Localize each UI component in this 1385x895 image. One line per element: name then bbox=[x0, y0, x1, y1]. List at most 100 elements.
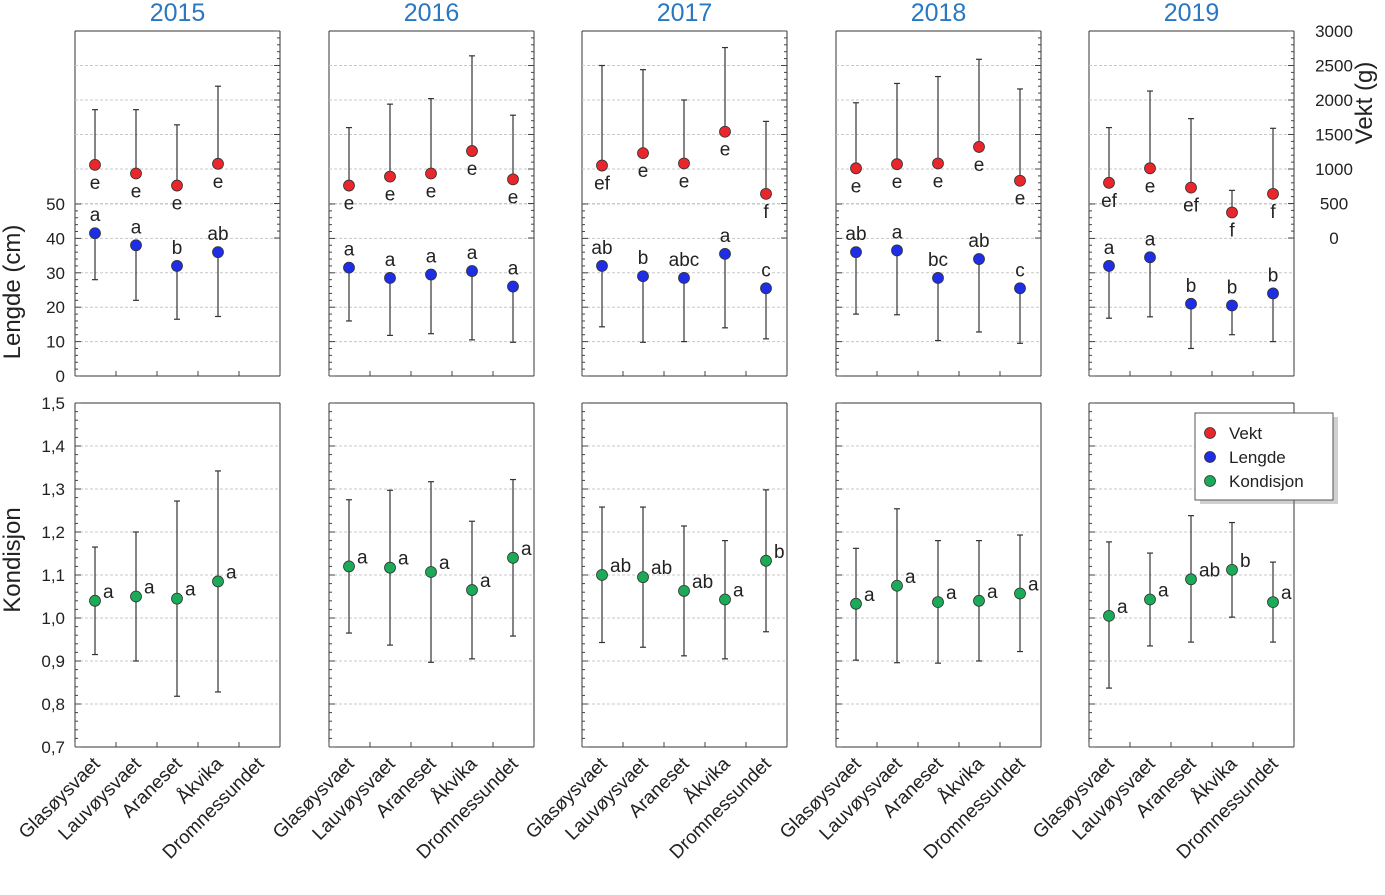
kondisjon-letter-label: a bbox=[480, 571, 491, 592]
y-tick-label: 1,3 bbox=[41, 480, 65, 499]
lengde-point bbox=[596, 260, 608, 272]
vekt-point bbox=[384, 170, 396, 183]
lengde-point bbox=[973, 253, 985, 265]
lengde-letter-label: a bbox=[385, 250, 396, 271]
lengde-point bbox=[1226, 299, 1238, 312]
vekt-letter-label: e bbox=[851, 176, 862, 197]
kondisjon-letter-label: a bbox=[144, 578, 155, 599]
vekt-point bbox=[1014, 174, 1026, 187]
lengde-letter-label: a bbox=[344, 240, 355, 261]
lengde-point bbox=[343, 261, 355, 274]
vekt-letter-label: ef bbox=[594, 174, 611, 195]
lengde-letter-label: a bbox=[131, 217, 142, 238]
vekt-letter-label: e bbox=[131, 181, 142, 202]
vekt-point bbox=[89, 158, 101, 171]
kondisjon-letter-label: a bbox=[864, 585, 875, 606]
y-tick-label: 0,9 bbox=[41, 652, 65, 671]
y-axis-title: Kondisjon bbox=[0, 507, 26, 612]
lengde-point bbox=[891, 244, 903, 257]
y2-tick-label: 2500 bbox=[1315, 57, 1353, 76]
lengde-point bbox=[637, 270, 649, 283]
legend-entry: Vekt bbox=[1229, 424, 1262, 443]
legend-entry: Kondisjon bbox=[1229, 472, 1304, 491]
kondisjon-letter-label: ab bbox=[1199, 560, 1220, 581]
lengde-letter-label: a bbox=[508, 259, 519, 280]
legend-marker bbox=[1204, 475, 1216, 487]
y-tick-label: 1,2 bbox=[41, 523, 65, 542]
panel-2017: 2017GlasøysvaetLauvøysvaetAranesetÅkvika… bbox=[522, 0, 788, 863]
vekt-point bbox=[507, 173, 519, 186]
y-tick-label: 20 bbox=[46, 298, 65, 317]
series-group-2016: e e e e e a a a a a a a a a a bbox=[343, 55, 532, 663]
y-tick-label: 0 bbox=[56, 367, 65, 386]
vekt-point bbox=[1144, 162, 1156, 175]
lengde-letter-label: b bbox=[1186, 276, 1197, 297]
kondisjon-point bbox=[89, 594, 101, 607]
vekt-point bbox=[891, 158, 903, 171]
lengde-point bbox=[760, 282, 772, 295]
lengde-letter-label: b bbox=[1227, 277, 1238, 298]
lengde-point bbox=[130, 239, 142, 252]
vekt-point bbox=[212, 157, 224, 170]
lengde-point bbox=[1103, 260, 1115, 272]
kondisjon-letter-label: a bbox=[398, 549, 409, 570]
y-tick-label: 50 bbox=[46, 195, 65, 214]
kondisjon-letter-label: a bbox=[185, 580, 196, 601]
kondisjon-point bbox=[637, 571, 649, 584]
year-title: 2019 bbox=[1164, 0, 1220, 27]
vekt-letter-label: f bbox=[1270, 202, 1276, 223]
panel-2018: 2018GlasøysvaetLauvøysvaetAranesetÅkvika… bbox=[776, 0, 1042, 863]
kondisjon-point bbox=[850, 597, 862, 610]
vekt-point bbox=[1103, 176, 1115, 189]
kondisjon-point bbox=[171, 592, 183, 605]
y-tick-label: 10 bbox=[46, 333, 65, 352]
lengde-letter-label: c bbox=[1015, 260, 1025, 281]
panel-2016: 2016GlasøysvaetLauvøysvaetAranesetÅkvika… bbox=[269, 0, 535, 863]
lengde-point bbox=[932, 272, 944, 284]
kondisjon-point bbox=[891, 579, 903, 592]
y2-axis-title: Vekt (g) bbox=[1351, 62, 1378, 145]
y-tick-label: 1,5 bbox=[41, 394, 65, 413]
vekt-point bbox=[1267, 187, 1279, 200]
year-title: 2017 bbox=[657, 0, 713, 27]
legend-box bbox=[1194, 412, 1334, 501]
lengde-letter-label: b bbox=[172, 238, 183, 259]
vekt-point bbox=[932, 157, 944, 170]
kondisjon-point bbox=[466, 584, 478, 596]
y2-tick-label: 1000 bbox=[1315, 160, 1353, 179]
kondisjon-letter-label: a bbox=[521, 539, 532, 560]
vekt-point bbox=[973, 141, 985, 153]
kondisjon-point bbox=[130, 590, 142, 603]
y-tick-label: 0,8 bbox=[41, 695, 65, 714]
lengde-letter-label: c bbox=[761, 260, 771, 281]
vekt-letter-label: e bbox=[1145, 176, 1156, 197]
kondisjon-letter-label: a bbox=[103, 582, 114, 603]
vekt-point bbox=[760, 187, 772, 200]
lengde-point bbox=[466, 265, 478, 277]
y2-tick-label: 1500 bbox=[1315, 126, 1353, 145]
vekt-letter-label: e bbox=[974, 155, 985, 176]
vekt-point bbox=[425, 167, 437, 180]
kondisjon-letter-label: a bbox=[987, 582, 998, 603]
lengde-point bbox=[1185, 297, 1197, 310]
kondisjon-letter-label: b bbox=[1240, 551, 1251, 572]
vekt-letter-label: e bbox=[213, 172, 224, 193]
vekt-point bbox=[850, 162, 862, 175]
vekt-letter-label: e bbox=[1015, 189, 1026, 210]
vekt-letter-label: e bbox=[385, 185, 396, 206]
vekt-point bbox=[1226, 206, 1238, 219]
lengde-point bbox=[1267, 287, 1279, 300]
lengde-point bbox=[171, 260, 183, 272]
lengde-letter-label: ab bbox=[968, 231, 989, 252]
lengde-letter-label: ab bbox=[207, 224, 228, 245]
lengde-letter-label: bc bbox=[928, 250, 948, 271]
vekt-letter-label: e bbox=[172, 194, 183, 215]
vekt-letter-label: f bbox=[763, 202, 769, 223]
kondisjon-letter-label: ab bbox=[651, 558, 672, 579]
kondisjon-point bbox=[1185, 573, 1197, 586]
kondisjon-point bbox=[596, 569, 608, 581]
